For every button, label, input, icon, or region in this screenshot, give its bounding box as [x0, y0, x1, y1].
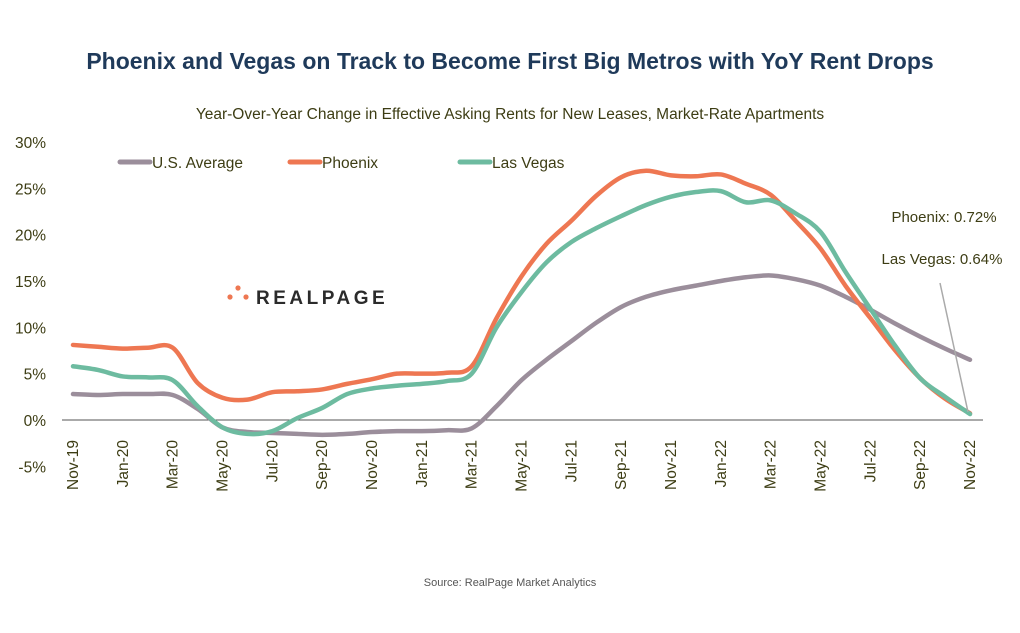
y-tick-label: -5%	[18, 459, 46, 476]
svg-text:REALPAGE: REALPAGE	[256, 288, 388, 309]
legend-label: U.S. Average	[152, 155, 243, 172]
x-tick-label: Nov-19	[65, 440, 82, 490]
legend: U.S. Average Phoenix Las Vegas	[117, 155, 565, 172]
series-line-u-s-average	[70, 273, 973, 438]
x-tick-label: May-22	[813, 440, 830, 492]
y-axis-ticks: 30% 25% 20% 15% 10% 5% 0% -5%	[15, 135, 46, 476]
series-line-phoenix	[70, 168, 973, 416]
chart-subtitle: Year-Over-Year Change in Effective Askin…	[196, 106, 825, 123]
annotation-las-vegas: Las Vegas: 0.64%	[882, 251, 1003, 268]
x-tick-label: Jul-20	[264, 440, 281, 483]
x-tick-label: Sep-21	[613, 440, 630, 490]
annotation-phoenix: Phoenix: 0.72%	[891, 209, 996, 226]
series-lines	[70, 168, 973, 438]
legend-item: Phoenix	[287, 155, 378, 172]
x-tick-label: Nov-21	[663, 440, 680, 490]
x-tick-label: May-20	[215, 440, 232, 492]
y-tick-label: 0%	[24, 413, 47, 430]
x-tick-label: Jan-21	[414, 440, 431, 487]
legend-label: Phoenix	[322, 155, 378, 172]
y-tick-label: 25%	[15, 181, 46, 198]
y-tick-label: 20%	[15, 228, 46, 245]
x-tick-label: Jan-20	[115, 440, 132, 488]
x-tick-label: Mar-20	[165, 440, 182, 489]
realpage-logo: REALPAGE	[227, 285, 388, 309]
x-tick-label: Sep-20	[314, 440, 331, 490]
source-note: Source: RealPage Market Analytics	[424, 577, 597, 589]
legend-item: U.S. Average	[117, 155, 243, 172]
x-tick-label: Jul-21	[563, 440, 580, 482]
x-tick-label: Mar-21	[464, 440, 481, 489]
y-tick-label: 5%	[24, 367, 47, 384]
x-tick-label: Jul-22	[862, 440, 879, 482]
x-tick-label: Mar-22	[763, 440, 780, 489]
x-tick-label: Sep-22	[912, 440, 929, 490]
x-tick-label: Jan-22	[713, 440, 730, 487]
series-line-las-vegas	[70, 188, 973, 437]
x-tick-label: Nov-20	[364, 440, 381, 490]
y-tick-label: 15%	[15, 274, 46, 291]
x-tick-label: Nov-22	[962, 440, 979, 490]
legend-item: Las Vegas	[457, 155, 565, 172]
annotation-leader-line	[939, 282, 969, 413]
x-tick-label: May-21	[514, 440, 531, 492]
legend-label: Las Vegas	[492, 155, 565, 172]
x-axis-ticks: Nov-19 Jan-20 Mar-20 May-20 Jul-20 Sep-20 Nov-…	[65, 440, 979, 492]
y-tick-label: 30%	[15, 135, 46, 152]
chart-title: Phoenix and Vegas on Track to Become Fir…	[86, 48, 933, 74]
y-tick-label: 10%	[15, 320, 46, 337]
